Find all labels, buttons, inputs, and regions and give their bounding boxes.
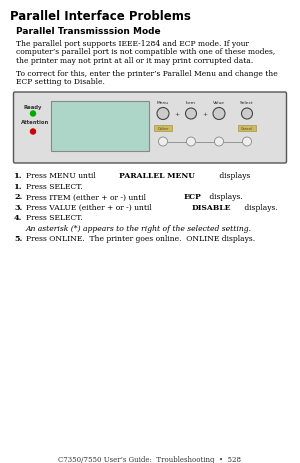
Text: +: +	[202, 112, 208, 117]
Text: the printer may not print at all or it may print corrupted data.: the printer may not print at all or it m…	[16, 57, 253, 65]
Circle shape	[31, 130, 35, 135]
Circle shape	[158, 138, 167, 147]
Text: The parallel port supports IEEE-1284 and ECP mode. If your: The parallel port supports IEEE-1284 and…	[16, 40, 249, 48]
Bar	[154, 126, 172, 131]
Bar	[238, 126, 256, 131]
Text: +: +	[174, 112, 180, 117]
Text: Press ONLINE.  The printer goes online.  ONLINE displays.: Press ONLINE. The printer goes online. O…	[26, 235, 255, 243]
Text: Ready: Ready	[23, 104, 41, 109]
Text: PARALLEL MENU: PARALLEL MENU	[119, 172, 195, 180]
Text: Parallel Transmisssion Mode: Parallel Transmisssion Mode	[16, 27, 161, 36]
Text: 1.: 1.	[14, 182, 22, 191]
Text: 2.: 2.	[14, 193, 22, 201]
Text: 5.: 5.	[14, 235, 22, 243]
Text: 3.: 3.	[14, 204, 22, 212]
Bar	[51, 101, 149, 151]
Text: displays.: displays.	[207, 193, 243, 201]
Text: displays: displays	[217, 172, 250, 180]
Circle shape	[185, 109, 197, 120]
Text: Press VALUE (either + or -) until: Press VALUE (either + or -) until	[26, 204, 154, 212]
Text: displays.: displays.	[242, 204, 278, 212]
Text: To correct for this, enter the printer’s Parallel Menu and change the: To correct for this, enter the printer’s…	[16, 69, 278, 77]
Circle shape	[242, 109, 253, 120]
Text: Press SELECT.: Press SELECT.	[26, 182, 82, 191]
Text: Attention: Attention	[21, 120, 49, 125]
Text: Parallel Interface Problems: Parallel Interface Problems	[10, 10, 191, 23]
Circle shape	[157, 108, 169, 120]
Text: computer’s parallel port is not compatible with one of these modes,: computer’s parallel port is not compatib…	[16, 49, 275, 56]
Text: Press MENU until: Press MENU until	[26, 172, 98, 180]
Text: 4.: 4.	[14, 214, 22, 222]
Text: Press ITEM (either + or -) until: Press ITEM (either + or -) until	[26, 193, 148, 201]
Text: An asterisk (*) appears to the right of the selected setting.: An asterisk (*) appears to the right of …	[26, 225, 252, 232]
Text: Item: Item	[186, 100, 196, 104]
Text: Press SELECT.: Press SELECT.	[26, 214, 82, 222]
Text: ECP: ECP	[184, 193, 202, 201]
Text: Select: Select	[240, 100, 254, 104]
Text: Menu: Menu	[157, 100, 169, 104]
Text: C7350/7550 User’s Guide:  Troubleshooting  •  528: C7350/7550 User’s Guide: Troubleshooting…	[58, 455, 242, 463]
Text: DISABLE: DISABLE	[191, 204, 231, 212]
Text: Online: Online	[157, 127, 169, 131]
Text: ECP setting to Disable.: ECP setting to Disable.	[16, 78, 105, 86]
Text: Cancel: Cancel	[241, 127, 253, 131]
Circle shape	[187, 138, 196, 147]
Text: 1.: 1.	[14, 172, 22, 180]
FancyBboxPatch shape	[14, 93, 286, 163]
Circle shape	[214, 138, 224, 147]
Circle shape	[242, 138, 251, 147]
Circle shape	[31, 112, 35, 117]
Text: Value: Value	[213, 100, 225, 104]
Circle shape	[213, 108, 225, 120]
